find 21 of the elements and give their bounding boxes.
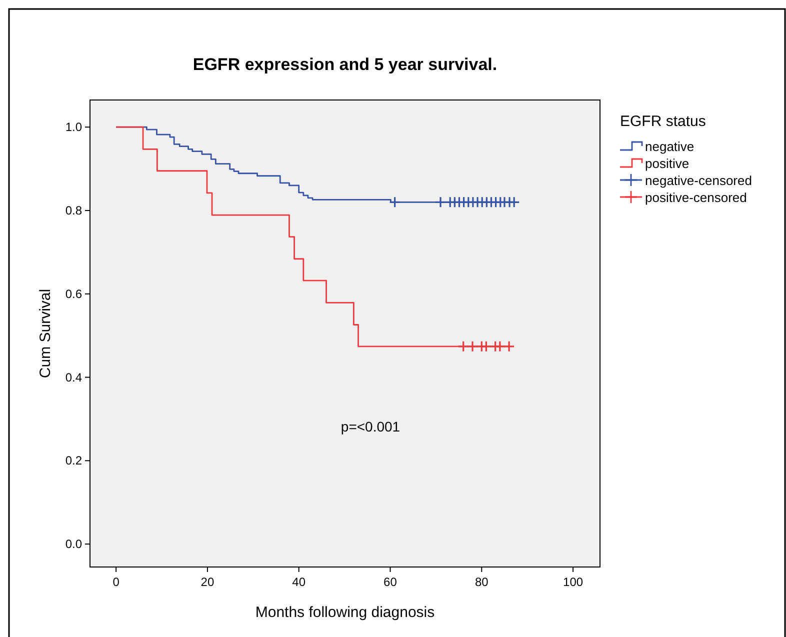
x-tick-label: 80 bbox=[474, 575, 489, 589]
x-axis-title: Months following diagnosis bbox=[255, 604, 435, 621]
y-tick-label: 0.4 bbox=[65, 370, 82, 384]
chart-title: EGFR expression and 5 year survival. bbox=[192, 55, 498, 74]
y-tick-label: 1.0 bbox=[65, 120, 82, 134]
legend-label: negative bbox=[645, 139, 694, 154]
y-tick-label: 0.2 bbox=[65, 454, 82, 468]
x-tick-label: 20 bbox=[200, 575, 214, 589]
x-tick-label: 60 bbox=[384, 575, 398, 589]
y-axis-title: Cum Survival bbox=[37, 288, 54, 378]
x-tick-label: 100 bbox=[563, 575, 584, 589]
legend-label: positive bbox=[645, 156, 690, 171]
y-tick-label: 0.6 bbox=[65, 286, 82, 301]
legend-title: EGFR status bbox=[620, 113, 706, 130]
y-tick-label: 0.8 bbox=[65, 203, 82, 218]
x-tick-label: 40 bbox=[292, 575, 306, 589]
annotation: p=<0.001 bbox=[340, 418, 400, 435]
y-tick-label: 0.0 bbox=[65, 537, 82, 552]
legend-label: positive-censored bbox=[645, 190, 747, 205]
x-tick-label: 0 bbox=[112, 575, 120, 589]
legend-label: negative-censored bbox=[645, 173, 752, 188]
